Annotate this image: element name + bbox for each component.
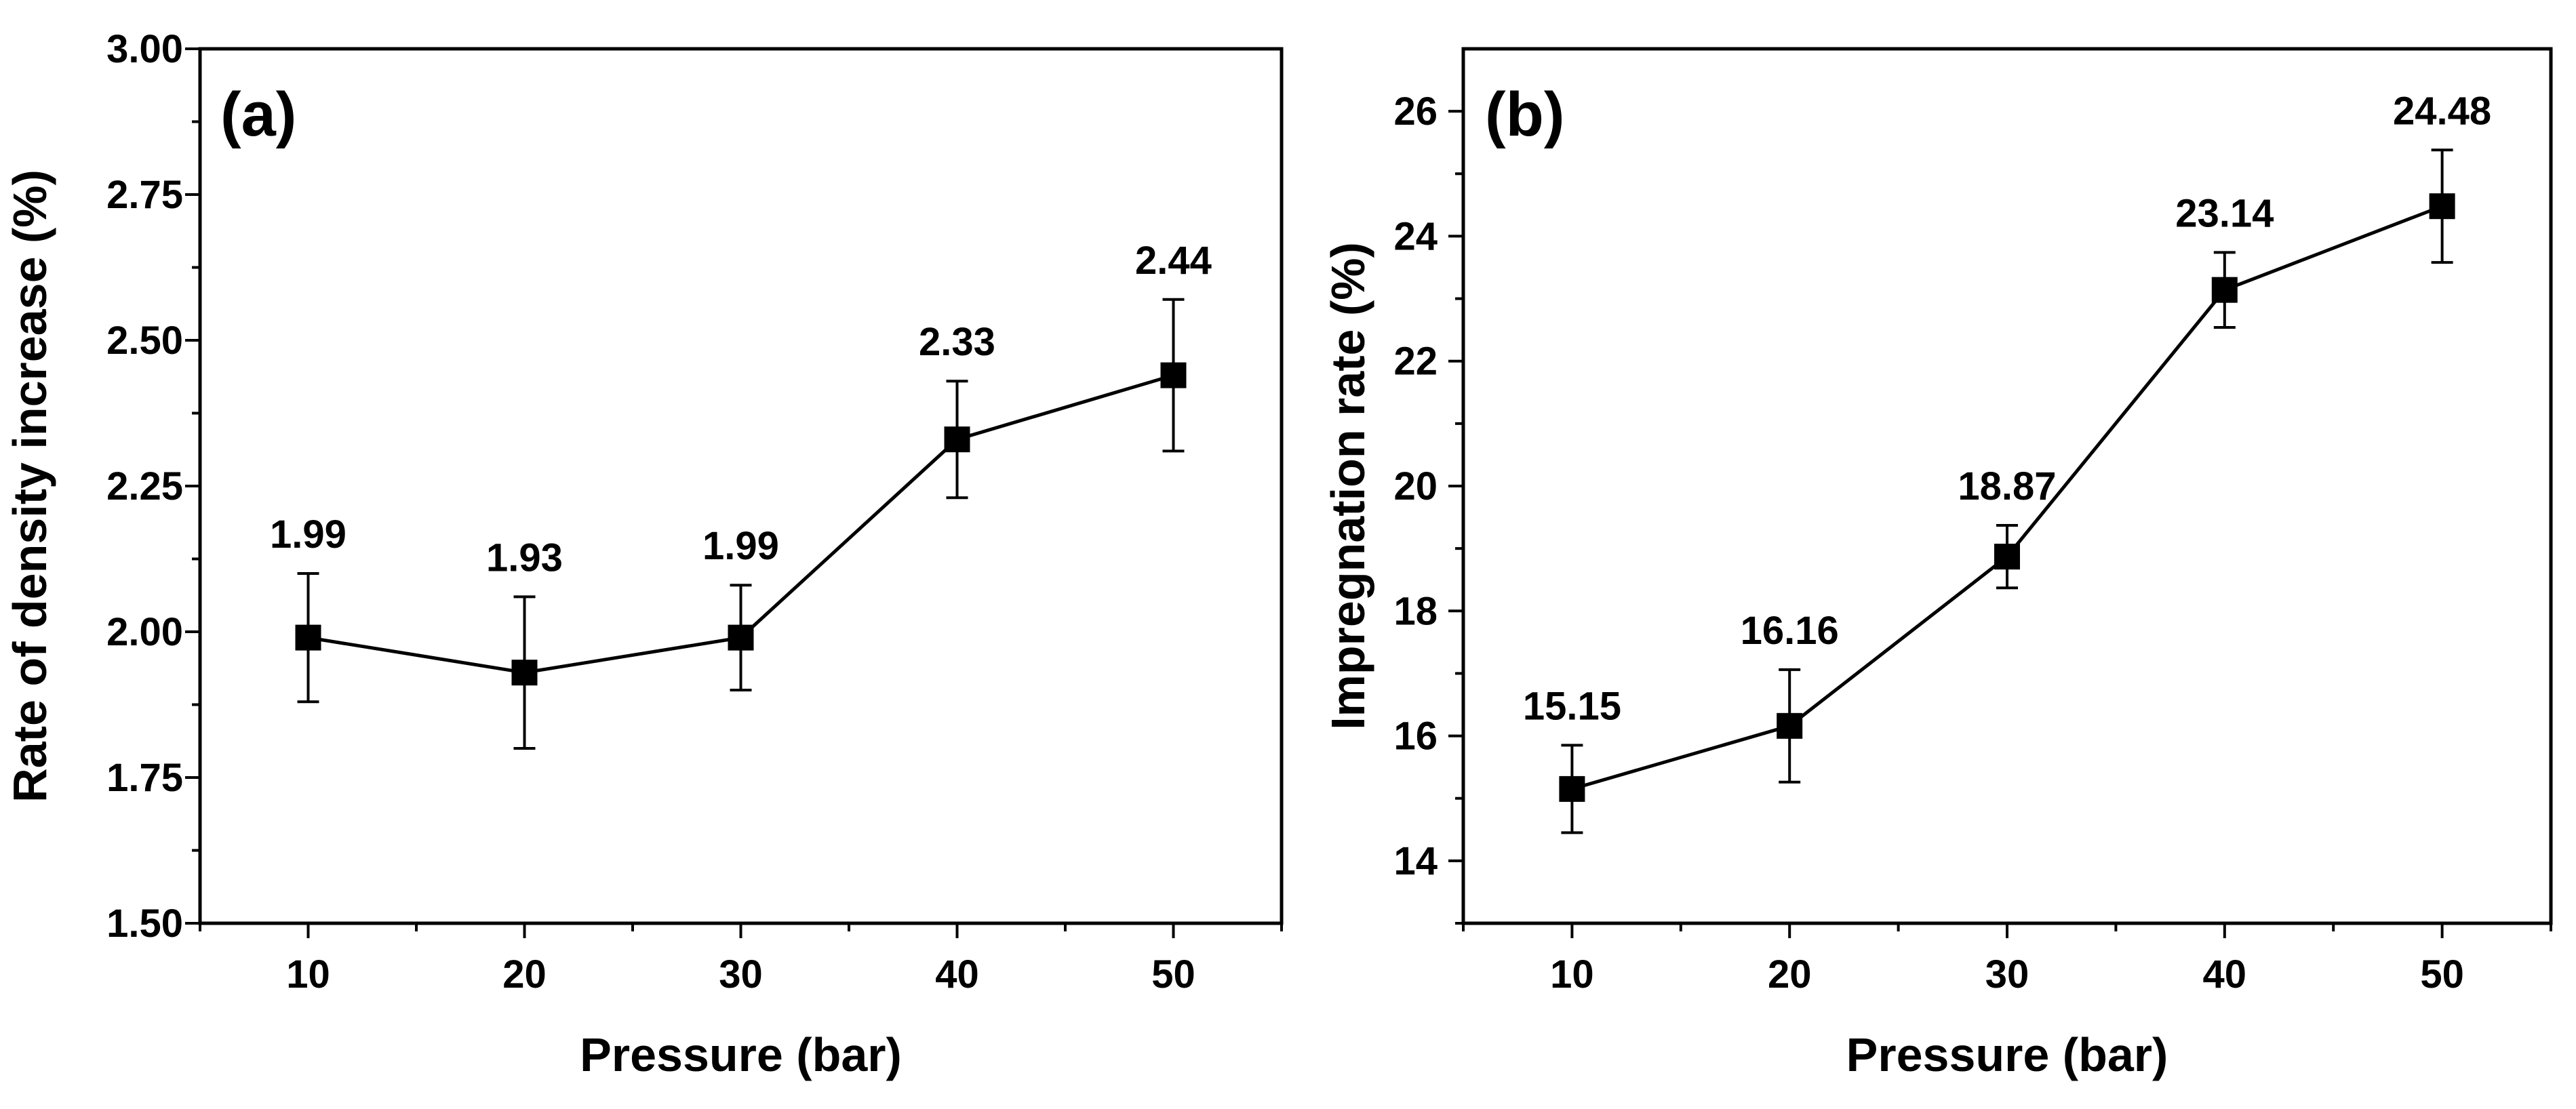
panel-label: (a) bbox=[220, 80, 296, 149]
x-tick-label: 50 bbox=[2420, 952, 2464, 996]
x-tick-label: 10 bbox=[286, 952, 330, 996]
chart-panel-b: 10 20 30 40 50 14 16 18 20 22 24 26 Pressure (bar) Im… bbox=[1322, 47, 2553, 1081]
y-axis-title: Rate of density increase (%) bbox=[3, 169, 56, 803]
y-tick-label: 20 bbox=[1393, 464, 1438, 508]
data-label: 1.99 bbox=[270, 512, 346, 557]
x-axis-title: Pressure (bar) bbox=[580, 1028, 902, 1081]
x-tick-label: 50 bbox=[1151, 952, 1195, 996]
y-tick-label: 2.00 bbox=[106, 610, 183, 654]
x-tick-label: 30 bbox=[1985, 952, 2029, 996]
y-tick-label: 1.50 bbox=[106, 902, 183, 946]
x-tick-label: 20 bbox=[502, 952, 547, 996]
data-point-marker bbox=[2429, 193, 2455, 220]
data-label: 2.33 bbox=[919, 320, 995, 364]
y-tick-label: 16 bbox=[1393, 714, 1438, 759]
y-tick-label: 26 bbox=[1393, 89, 1438, 134]
data-label: 24.48 bbox=[2393, 89, 2491, 133]
data-point-marker bbox=[511, 660, 538, 686]
x-tick-label: 40 bbox=[2203, 952, 2247, 996]
y-tick-label: 14 bbox=[1393, 839, 1438, 883]
data-label: 1.99 bbox=[702, 524, 779, 568]
y-tick-label: 22 bbox=[1393, 340, 1438, 384]
y-axis-title: Impregnation rate (%) bbox=[1322, 242, 1374, 730]
data-label: 23.14 bbox=[2175, 191, 2274, 235]
data-point-marker bbox=[1777, 712, 1803, 739]
x-tick-label: 20 bbox=[1768, 952, 1812, 996]
plot-frame bbox=[198, 47, 1284, 925]
data-point-marker bbox=[295, 624, 321, 651]
panel-label: (b) bbox=[1485, 80, 1564, 149]
y-tick-label: 24 bbox=[1393, 214, 1438, 258]
data-point-marker bbox=[1994, 544, 2020, 570]
y-tick-label: 2.50 bbox=[106, 319, 183, 363]
x-tick-label: 30 bbox=[719, 952, 763, 996]
data-label: 15.15 bbox=[1523, 684, 1621, 728]
data-label: 16.16 bbox=[1741, 609, 1839, 653]
data-point-marker bbox=[1559, 775, 1585, 802]
data-point-marker bbox=[728, 624, 754, 651]
data-point-marker bbox=[1160, 362, 1187, 388]
data-label: 1.93 bbox=[486, 536, 563, 580]
x-axis-title: Pressure (bar) bbox=[1846, 1028, 2168, 1081]
y-tick-label: 2.25 bbox=[106, 464, 183, 508]
y-tick-label: 3.00 bbox=[106, 27, 183, 71]
y-tick-label: 2.75 bbox=[106, 173, 183, 217]
x-tick-label: 40 bbox=[935, 952, 979, 996]
chart-panel-a: 10 20 30 40 50 1.50 1.75 2.00 2.25 2.50 2.75 3.00 Pr… bbox=[3, 27, 1284, 1081]
data-label: 2.44 bbox=[1135, 239, 1212, 283]
x-tick-label: 10 bbox=[1550, 952, 1594, 996]
y-tick-label: 18 bbox=[1393, 589, 1438, 633]
y-tick-label: 1.75 bbox=[106, 756, 183, 800]
data-point-marker bbox=[2211, 277, 2238, 303]
data-point-marker bbox=[944, 426, 970, 453]
data-label: 18.87 bbox=[1958, 464, 2056, 508]
